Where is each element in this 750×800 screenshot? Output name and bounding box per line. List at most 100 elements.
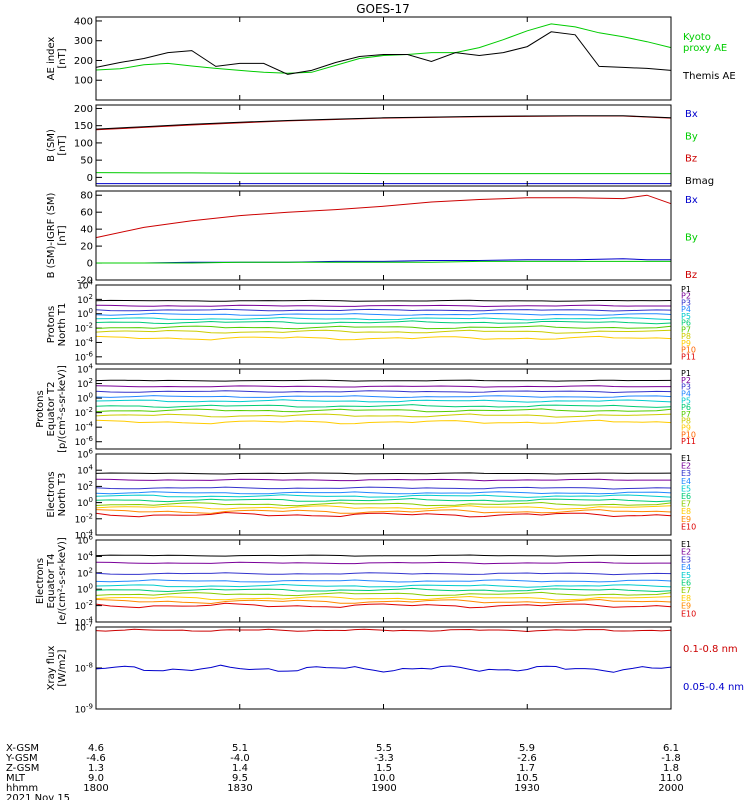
y-tick-label: 104: [77, 550, 93, 563]
panel-b: B (SM) [nT] 0 50 100 150 200 Bx By Bz Bmag: [46, 104, 714, 187]
y-tick-label: 100: [77, 583, 93, 596]
legend-entry: P11: [681, 352, 696, 361]
legend-entry: P4: [681, 389, 691, 398]
legend-entry: Bz: [685, 270, 697, 281]
legend-entry: P10: [681, 346, 696, 355]
legend-entry: E4: [681, 563, 691, 572]
y-axis-label: [e/(cm²-s-sr-keV)]: [57, 537, 68, 625]
series-line-channel: [95, 413, 672, 418]
y-tick-label: 10-6: [75, 435, 94, 448]
series-line-channel: [95, 316, 672, 321]
y-tick-label: 104: [77, 279, 93, 292]
legend-entry: P6: [681, 319, 691, 328]
series-line-channel: [95, 595, 672, 601]
series-line-channel: [95, 511, 672, 518]
panel-frame: [95, 453, 672, 536]
series-line-channel: [95, 335, 672, 341]
series-line-channel: [95, 572, 672, 576]
series-line-channel: [95, 395, 672, 399]
y-tick-label: 10-2: [75, 406, 93, 419]
series-line-channel: [95, 494, 672, 498]
series-line-bx: [96, 258, 671, 264]
footer-value: 1.3: [88, 763, 104, 774]
panel-protons_equator: Protons Equator T2 [p/(cm²-s-sr-keV)] 10-61…: [35, 363, 696, 453]
series-line-channel: [95, 602, 672, 609]
legend-entry: P6: [681, 403, 691, 412]
y-axis-label: Protons: [35, 390, 46, 427]
footer-value: 1830: [227, 783, 252, 794]
y-tick-label: 200: [74, 56, 93, 67]
footer-value: 1.4: [232, 763, 248, 774]
legend-entry: E4: [681, 477, 691, 486]
legend-entry: Bz: [685, 154, 697, 165]
series-line-channel: [95, 304, 671, 308]
y-tick-label: 80: [80, 191, 93, 202]
footer-row-label: Z-GSM: [6, 763, 39, 774]
footer-value: 1800: [83, 783, 108, 794]
legend-entry: proxy AE: [683, 43, 727, 54]
footer-row-label: X-GSM: [6, 743, 39, 754]
legend-entry: E3: [681, 469, 691, 478]
legend-entry: E5: [681, 484, 691, 493]
footer-value: 6.1: [663, 743, 679, 754]
y-tick-label: 10-9: [75, 703, 93, 716]
series-line-channel: [95, 509, 672, 514]
y-tick-label: 400: [74, 16, 93, 27]
series-line-channel: [95, 379, 672, 382]
footer-value: 11.0: [660, 773, 682, 784]
legend-entry: E3: [681, 555, 691, 564]
legend-entry: E6: [681, 579, 691, 588]
legend-entry: 0.05-0.4 nm: [683, 682, 744, 693]
y-axis-label: [nT]: [57, 48, 68, 68]
legend-entry: Themis AE: [682, 71, 736, 82]
legend-entry: P3: [681, 298, 691, 307]
y-tick-label: 104: [77, 464, 93, 477]
footer-value: -4.6: [86, 753, 106, 764]
footer-value: 9.5: [232, 773, 248, 784]
series-line-xray: [95, 664, 672, 673]
series-line-channel: [95, 491, 672, 495]
series-line-channel: [95, 497, 672, 503]
series-line-channel: [95, 299, 672, 302]
legend-entry: P5: [681, 396, 691, 405]
footer-value: 5.1: [232, 743, 248, 754]
y-tick-label: 10-7: [75, 621, 93, 634]
footer-value: 5.5: [376, 743, 392, 754]
legend-entry: Kyoto: [683, 32, 711, 43]
legend-entry: P11: [681, 437, 696, 446]
legend-entry: Bx: [685, 109, 698, 120]
y-axis-label: Equator T4: [46, 554, 57, 609]
y-tick-label: 104: [77, 363, 93, 376]
legend-entry: E9: [681, 515, 691, 524]
legend-entry: P9: [681, 339, 691, 348]
y-axis-label: B (SM): [46, 129, 57, 162]
y-axis-label: Protons: [46, 306, 57, 343]
legend-entry: E2: [681, 462, 691, 471]
y-axis-label: [W/m2]: [57, 649, 68, 686]
y-tick-label: 106: [77, 448, 93, 461]
legend-entry: E10: [681, 609, 696, 618]
panel-db: B (SM)-IGRF (SM) [nT] -20 0 20 40 60 80 Bx By Bz: [46, 190, 698, 287]
series-line-kyoto-proxy-ae: [95, 23, 672, 74]
panel-frame: [95, 284, 672, 365]
series-line-channel: [95, 390, 672, 394]
legend-entry: 0.1-0.8 nm: [683, 644, 738, 655]
legend-entry: Bx: [685, 195, 698, 206]
series-line-channel: [95, 505, 672, 510]
footer-value: 4.6: [88, 743, 104, 754]
footer-row-label: MLT: [6, 773, 26, 784]
y-tick-label: 20: [80, 242, 93, 253]
legend-entry: P8: [681, 332, 691, 341]
panel-frame: [95, 190, 672, 281]
series-line-channel: [95, 501, 672, 507]
panel-electrons_equator: Electrons Equator T4 [e/(cm²-s-sr-keV)] 10-…: [35, 534, 696, 629]
footer-value: -4.0: [230, 753, 250, 764]
footer-value: -3.3: [374, 753, 394, 764]
series-line-channel: [95, 554, 672, 557]
legend-entry: P3: [681, 383, 691, 392]
legend-entry: E9: [681, 602, 691, 611]
